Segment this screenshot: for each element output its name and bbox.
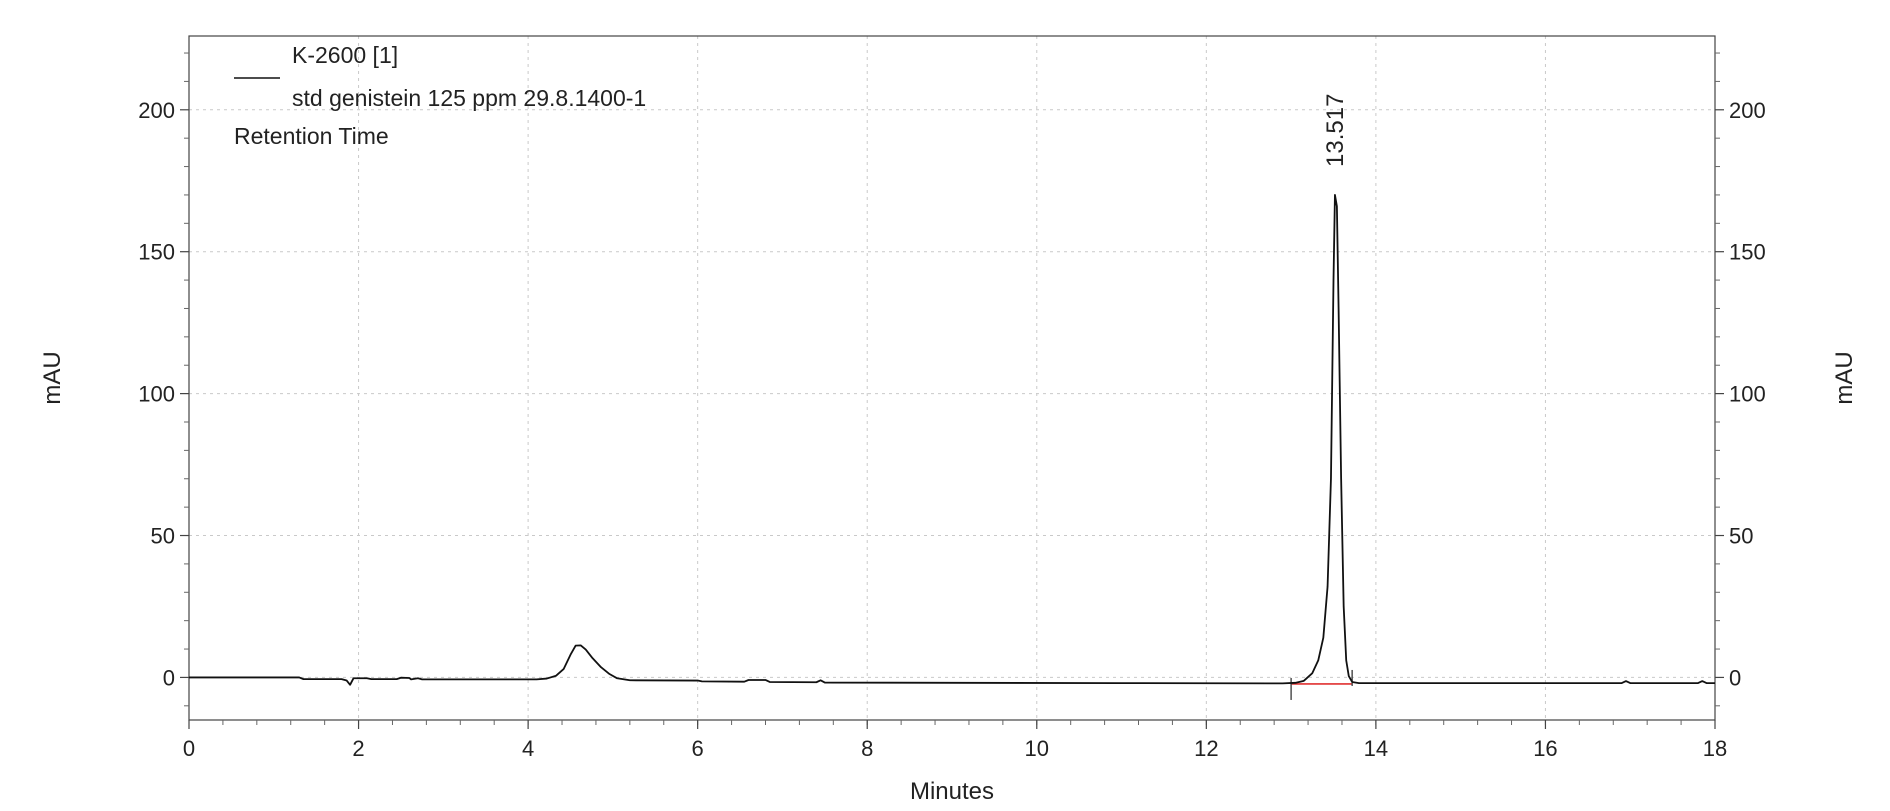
legend-sample-name: std genistein 125 ppm 29.8.1400-1: [292, 85, 646, 111]
y-right-tick-label: 50: [1729, 524, 1753, 549]
y-left-tick-label: 200: [138, 98, 175, 123]
integration-marks: [1290, 669, 1353, 700]
x-tick-label: 14: [1364, 736, 1388, 761]
minor-ticks: [184, 52, 1720, 725]
legend-label-type: Retention Time: [234, 123, 389, 149]
series-line-k2600: [189, 194, 1715, 686]
x-tick-label: 10: [1025, 736, 1049, 761]
x-axis-title: Minutes: [910, 778, 994, 805]
y-axis-left-title: mAU: [39, 351, 66, 404]
x-axis-ticks: 0 2 4 6 8 10 12 14 16 18: [183, 720, 1727, 761]
x-tick-label: 8: [861, 736, 873, 761]
x-tick-label: 0: [183, 736, 195, 761]
x-tick-label: 4: [522, 736, 534, 761]
y-right-tick-label: 150: [1729, 240, 1766, 265]
y-left-tick-label: 50: [151, 524, 175, 549]
x-tick-label: 2: [352, 736, 364, 761]
y-right-tick-label: 200: [1729, 98, 1766, 123]
peak-label: 13.517: [1322, 94, 1349, 167]
x-tick-label: 18: [1703, 736, 1727, 761]
y-left-tick-label: 0: [163, 665, 175, 690]
plot-frame: [188, 35, 1716, 721]
y-axis-right-title: mAU: [1831, 351, 1858, 404]
x-tick-label: 16: [1533, 736, 1557, 761]
y-left-tick-label: 100: [138, 382, 175, 407]
legend-series-name: K-2600 [1]: [292, 42, 398, 68]
y-left-tick-label: 150: [138, 240, 175, 265]
legend: K-2600 [1] std genistein 125 ppm 29.8.14…: [234, 42, 646, 149]
y-right-tick-label: 100: [1729, 382, 1766, 407]
y-axis-right-ticks: 0 50 100 150 200: [1715, 98, 1766, 690]
y-right-tick-label: 0: [1729, 665, 1741, 690]
x-tick-label: 6: [692, 736, 704, 761]
grid-lines: [189, 36, 1715, 720]
x-tick-label: 12: [1194, 736, 1218, 761]
y-axis-left-ticks: 0 50 100 150 200: [138, 98, 189, 690]
